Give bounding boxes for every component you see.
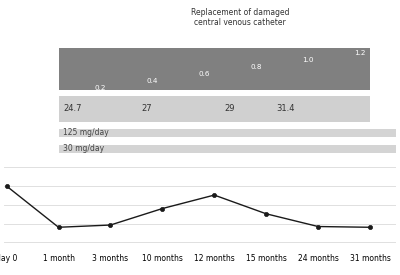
- Bar: [58, 83, 110, 90]
- Bar: [58, 96, 214, 122]
- Bar: [58, 69, 214, 90]
- Bar: [58, 145, 396, 153]
- Text: 1.2: 1.2: [354, 50, 366, 56]
- Text: 0.8: 0.8: [250, 64, 262, 70]
- Text: 0.2: 0.2: [95, 85, 106, 91]
- Bar: [58, 129, 396, 137]
- Text: 30 mg/day: 30 mg/day: [63, 144, 104, 153]
- Bar: [58, 48, 370, 90]
- Text: 31.4: 31.4: [276, 104, 295, 113]
- Bar: [58, 55, 318, 90]
- Bar: [58, 96, 318, 122]
- Bar: [58, 96, 370, 122]
- Text: 0.6: 0.6: [199, 71, 210, 77]
- Bar: [58, 96, 266, 122]
- Text: 29: 29: [225, 104, 235, 113]
- Text: 1.0: 1.0: [302, 57, 314, 64]
- Text: Replacement of damaged
central venous catheter: Replacement of damaged central venous ca…: [191, 7, 290, 27]
- Text: 0.4: 0.4: [147, 78, 158, 84]
- Bar: [58, 62, 266, 90]
- Text: 24.7: 24.7: [64, 104, 82, 113]
- Text: 125 mg/day: 125 mg/day: [63, 128, 108, 137]
- Text: 27: 27: [142, 104, 152, 113]
- Bar: [58, 76, 162, 90]
